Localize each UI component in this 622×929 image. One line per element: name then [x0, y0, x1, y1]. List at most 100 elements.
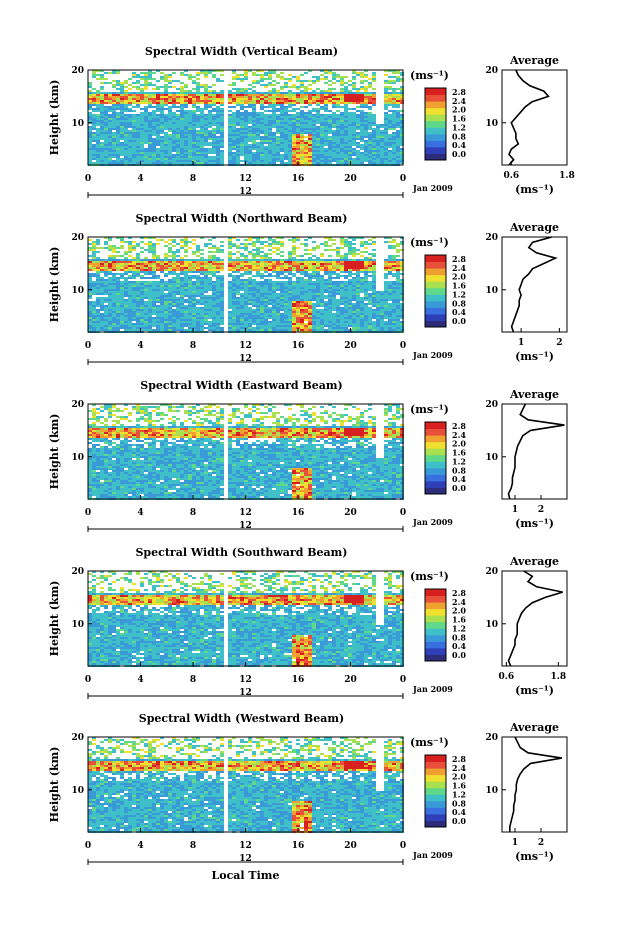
- heatmap-cell: [268, 74, 272, 76]
- heatmap-cell: [264, 263, 268, 265]
- heatmap-cell: [312, 90, 316, 92]
- heatmap-cell: [256, 156, 260, 158]
- heatmap-cell: [252, 106, 256, 108]
- heatmap-cell: [180, 122, 184, 124]
- heatmap-cell: [256, 245, 260, 247]
- heatmap-cell: [196, 116, 200, 118]
- heatmap-cell: [188, 263, 192, 265]
- heatmap-cell: [108, 118, 112, 120]
- heatmap-cell: [156, 261, 160, 263]
- heatmap-cell: [284, 92, 288, 94]
- heatmap-cell: [376, 146, 380, 148]
- heatmap-cell: [356, 76, 360, 78]
- heatmap-cell: [356, 156, 360, 158]
- heatmap-cell: [116, 78, 120, 80]
- heatmap-cell: [272, 106, 276, 108]
- heatmap-cell: [260, 144, 264, 146]
- heatmap-cell: [116, 102, 120, 104]
- heatmap-cell: [324, 140, 328, 142]
- heatmap-cell: [396, 90, 400, 92]
- heatmap-cell: [248, 156, 252, 158]
- heatmap-cell: [248, 160, 252, 162]
- heatmap-cell: [392, 120, 396, 122]
- heatmap-cell: [260, 154, 264, 156]
- heatmap-cell: [316, 76, 320, 78]
- heatmap-cell: [284, 154, 288, 156]
- colorbar-swatch: [425, 140, 446, 148]
- heatmap-cell: [336, 98, 340, 100]
- heatmap-cell: [244, 144, 248, 146]
- heatmap-cell: [236, 128, 240, 130]
- heatmap-cell: [372, 259, 376, 261]
- heatmap-cell: [96, 72, 100, 74]
- heatmap-cell: [168, 132, 172, 134]
- heatmap-cell: [132, 90, 136, 92]
- heatmap-cell: [276, 243, 280, 245]
- heatmap-cell: [156, 150, 160, 152]
- heatmap-cell: [224, 72, 228, 74]
- heatmap-cell: [360, 116, 364, 118]
- heatmap-cell: [184, 88, 188, 90]
- heatmap-cell: [328, 108, 332, 110]
- heatmap-cell: [100, 144, 104, 146]
- heatmap-cell: [252, 243, 256, 245]
- heatmap-cell: [188, 257, 192, 259]
- heatmap-cell: [364, 237, 368, 239]
- heatmap-cell: [380, 154, 384, 156]
- heatmap-cell: [176, 158, 180, 160]
- heatmap-cell: [376, 114, 380, 116]
- colorbar-swatch: [425, 127, 446, 135]
- heatmap-cell: [104, 78, 108, 80]
- heatmap-cell: [324, 88, 328, 90]
- heatmap-cell: [400, 263, 404, 265]
- heatmap-cell: [148, 94, 152, 96]
- heatmap-cell: [220, 102, 224, 104]
- heatmap-cell: [340, 245, 344, 247]
- heatmap-cell: [256, 128, 260, 130]
- heatmap-cell: [276, 249, 280, 251]
- heatmap-cell: [348, 118, 352, 120]
- heatmap-cell: [148, 82, 152, 84]
- heatmap-cell: [148, 108, 152, 110]
- heatmap-cell: [192, 124, 196, 126]
- heatmap-cell: [384, 112, 388, 114]
- heatmap-cell: [204, 116, 208, 118]
- heatmap-cell: [356, 124, 360, 126]
- heatmap-cell: [208, 70, 212, 72]
- heatmap-cell: [312, 138, 316, 140]
- heatmap-cell: [280, 150, 284, 152]
- heatmap-cell: [312, 126, 316, 128]
- heatmap-cell: [372, 154, 376, 156]
- heatmap-cell: [344, 116, 348, 118]
- heatmap-cell: [172, 144, 176, 146]
- heatmap-cell: [224, 132, 228, 134]
- heatmap-cell: [264, 148, 268, 150]
- heatmap-cell: [128, 78, 132, 80]
- heatmap-cell: [276, 237, 280, 239]
- heatmap-cell: [132, 245, 136, 247]
- heatmap-cell: [104, 96, 108, 98]
- heatmap-cell: [92, 152, 96, 154]
- heatmap-cell: [356, 154, 360, 156]
- heatmap-cell: [272, 247, 276, 249]
- heatmap-cell: [272, 146, 276, 148]
- heatmap-cell: [276, 98, 280, 100]
- heatmap-cell: [172, 94, 176, 96]
- heatmap-cell: [220, 261, 224, 263]
- heatmap-cell: [376, 158, 380, 160]
- heatmap-cell: [360, 130, 364, 132]
- heatmap-cell: [308, 112, 312, 114]
- heatmap-cell: [172, 78, 176, 80]
- heatmap-cell: [208, 249, 212, 251]
- heatmap-cell: [232, 88, 236, 90]
- heatmap-cell: [244, 245, 248, 247]
- heatmap-cell: [132, 265, 136, 267]
- heatmap-cell: [324, 70, 328, 72]
- heatmap-cell: [172, 120, 176, 122]
- heatmap-cell: [364, 142, 368, 144]
- heatmap-cell: [92, 84, 96, 86]
- heatmap-cell: [300, 247, 304, 249]
- heatmap-cell: [292, 72, 296, 74]
- heatmap-cell: [248, 134, 252, 136]
- heatmap-cell: [168, 92, 172, 94]
